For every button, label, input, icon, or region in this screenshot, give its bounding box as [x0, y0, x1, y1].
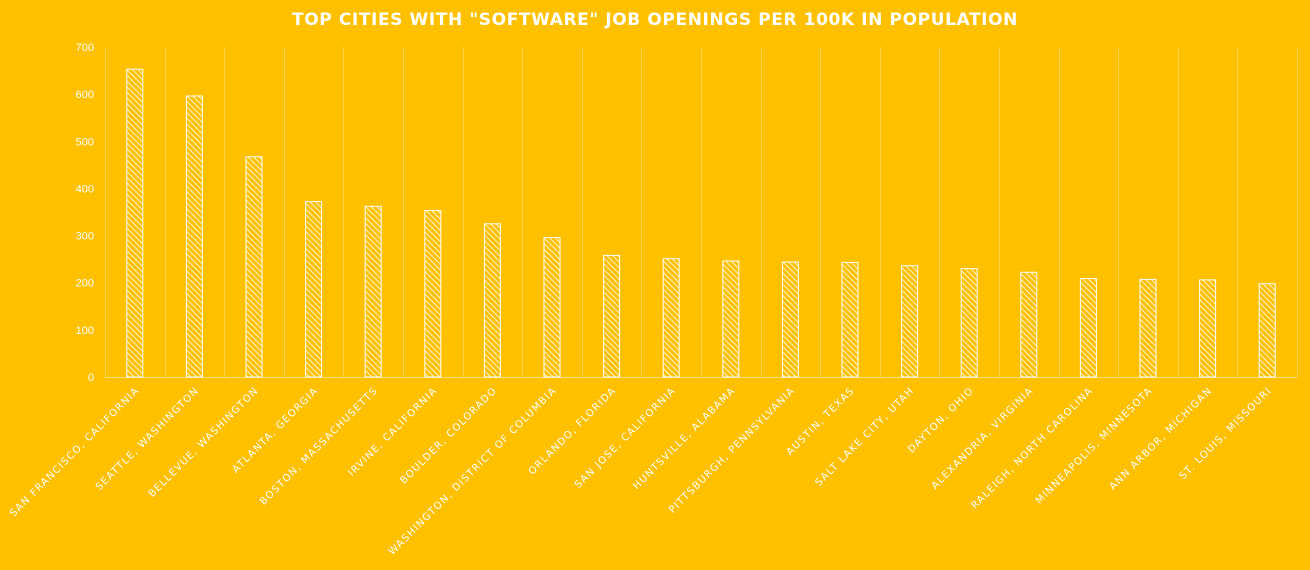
x-tick-label: MINNEAPOLIS, MINNESOTA — [1034, 385, 1155, 506]
gridlines — [105, 47, 1298, 378]
y-tick-label: 300 — [76, 231, 94, 243]
bar — [1199, 279, 1217, 378]
bar — [483, 223, 501, 378]
bar — [603, 254, 621, 378]
y-tick-label: 600 — [76, 89, 94, 101]
bar — [901, 265, 919, 378]
y-axis: 0 100 200 300 400 500 600 700 — [76, 42, 94, 384]
bar — [781, 261, 799, 378]
x-tick-label: SAN JOSE, CALIFORNIA — [573, 385, 678, 490]
x-tick-label: SAN FRANCISCO, CALIFORNIA — [8, 385, 142, 519]
bar — [662, 258, 680, 378]
bar — [364, 205, 382, 378]
bar — [1258, 283, 1276, 378]
y-tick-label: 700 — [76, 42, 94, 54]
x-tick-label: BOULDER, COLORADO — [398, 385, 499, 486]
x-tick-label: ALEXANDRIA, VIRGINIA — [930, 385, 1036, 491]
bar — [722, 260, 740, 378]
x-tick-label: ANN ARBOR, MICHIGAN — [1108, 385, 1215, 492]
y-tick-label: 100 — [76, 325, 94, 337]
bar — [1079, 278, 1097, 378]
x-tick-label: HUNTSVILLE, ALABAMA — [631, 385, 738, 492]
x-tick-label: BOSTON, MASSACHUSETTS — [258, 385, 380, 507]
y-tick-label: 400 — [76, 183, 94, 195]
bar — [126, 68, 144, 378]
bar — [1139, 278, 1157, 378]
x-tick-label: SEATTLE, WASHINGTON — [94, 385, 202, 493]
bars — [126, 68, 1276, 378]
y-tick-label: 0 — [88, 372, 94, 384]
bar — [424, 210, 442, 378]
bar — [960, 268, 978, 378]
x-tick-label: PITTSBURGH, PENNSYLVANIA — [667, 385, 797, 515]
bar — [305, 201, 323, 378]
bar — [185, 95, 203, 378]
bar — [543, 237, 561, 378]
x-tick-label: BELLEVUE, WASHINGTON — [147, 385, 261, 499]
chart-title: TOP CITIES WITH "SOFTWARE" JOB OPENINGS … — [292, 10, 1018, 30]
bar — [841, 261, 859, 378]
bar — [1020, 271, 1038, 378]
x-tick-label: DAYTON, OHIO — [906, 385, 976, 455]
y-tick-label: 200 — [76, 278, 94, 290]
x-tick-label: RALEIGH, NORTH CAROLINA — [969, 385, 1095, 511]
bar — [245, 156, 263, 378]
x-tick-label: SALT LAKE CITY, UTAH — [813, 385, 916, 488]
y-tick-label: 500 — [76, 136, 94, 148]
